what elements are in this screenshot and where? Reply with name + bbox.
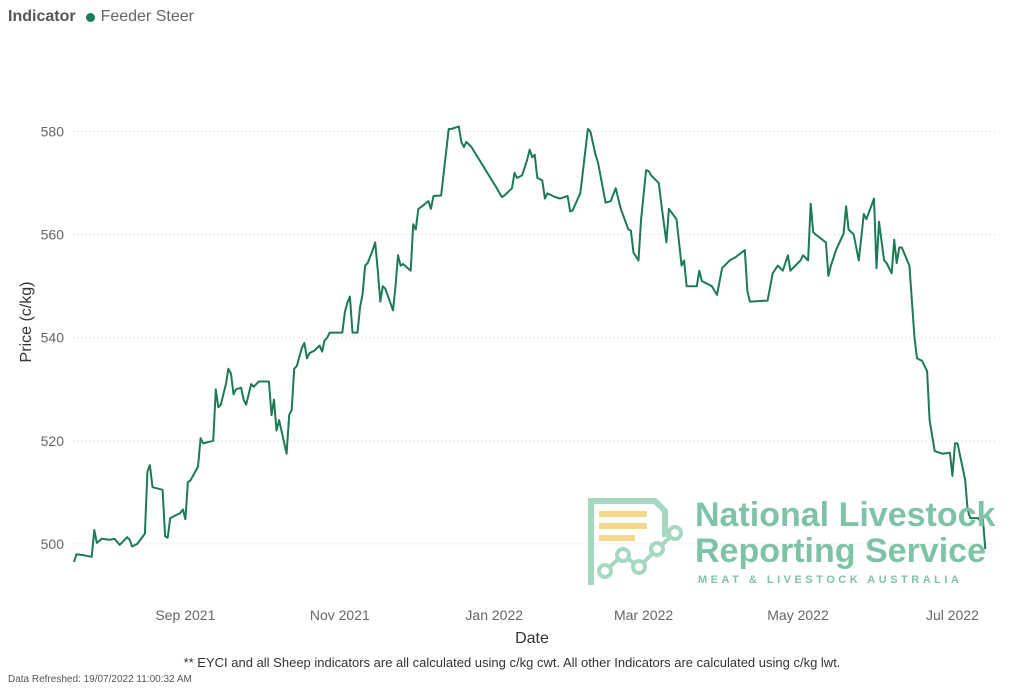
- x-axis-ticks: Sep 2021 Nov 2021 Jan 2022 Mar 2022 May 2022…: [155, 607, 979, 623]
- series-line-feeder-steer[interactable]: [73, 125, 987, 563]
- data-refreshed-timestamp: Data Refreshed: 19/07/2022 11:00:32 AM: [8, 674, 192, 685]
- gridlines: [74, 131, 998, 545]
- x-tick-label: Mar 2022: [614, 607, 673, 623]
- legend-series-label[interactable]: Feeder Steer: [100, 8, 194, 25]
- y-tick-label: 540: [41, 330, 65, 346]
- legend-marker-icon: [85, 12, 95, 22]
- y-tick-label: 520: [41, 433, 65, 449]
- x-tick-label: Sep 2021: [155, 607, 215, 623]
- x-tick-label: Jul 2022: [926, 607, 979, 623]
- y-axis-title: Price (c/kg): [18, 282, 35, 363]
- logo-line-3: MEAT & LIVESTOCK AUSTRALIA: [698, 574, 963, 586]
- nlrs-logo: National Livestock Reporting Service MEA…: [585, 493, 1024, 593]
- y-tick-label: 560: [41, 227, 65, 243]
- logo-line-1: National Livestock: [695, 496, 996, 534]
- x-tick-label: Jan 2022: [465, 607, 523, 623]
- y-axis-ticks: 500 520 540 560 580: [41, 124, 65, 552]
- legend: Indicator Feeder Steer: [8, 8, 194, 26]
- x-tick-label: May 2022: [767, 607, 829, 623]
- footnote: ** EYCI and all Sheep indicators are all…: [183, 655, 841, 670]
- series-group: [73, 125, 987, 563]
- y-tick-label: 580: [41, 124, 65, 140]
- logo-line-2: Reporting Service: [695, 532, 986, 570]
- y-tick-label: 500: [41, 536, 65, 552]
- x-axis-title: Date: [515, 630, 549, 647]
- x-tick-label: Nov 2021: [310, 607, 370, 623]
- legend-title: Indicator: [8, 8, 76, 25]
- document-chart-logo-icon: [588, 498, 683, 585]
